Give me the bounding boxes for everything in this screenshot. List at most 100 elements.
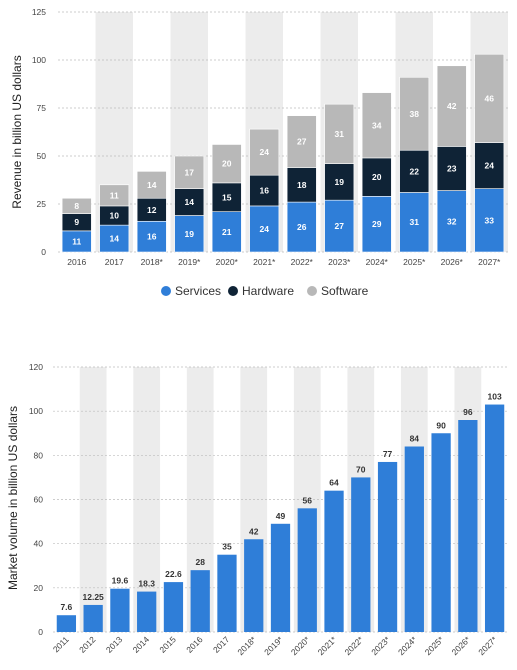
bar [351, 477, 371, 632]
legend-marker-hardware [228, 286, 238, 296]
gridlines [58, 11, 508, 253]
bar [458, 420, 478, 632]
x-tick-label: 2025* [423, 634, 446, 657]
bar [431, 433, 451, 632]
legend-marker-software [307, 286, 317, 296]
bar-segment-hardware [174, 188, 205, 216]
data-label: 35 [222, 542, 232, 552]
data-label: 7.6 [60, 602, 72, 612]
bar-segment-services [436, 190, 467, 253]
data-label: 24 [485, 161, 495, 171]
bar-segment-software [436, 65, 467, 147]
bar [163, 582, 184, 632]
y-axis-ticks: 0 25 50 75 100 125 [32, 7, 46, 257]
x-tick-label: 2027* [478, 257, 501, 267]
bar [484, 404, 505, 632]
data-label: 21 [222, 227, 232, 237]
data-label: 27 [335, 221, 345, 231]
data-label: 10 [110, 211, 120, 221]
data-label: 24 [260, 147, 270, 157]
y-tick-label: 50 [37, 151, 47, 161]
y-tick-label: 0 [41, 247, 46, 257]
data-label: 77 [383, 449, 393, 459]
data-label: 22 [410, 166, 420, 176]
data-label: 12 [147, 205, 157, 215]
data-label: 70 [356, 464, 366, 474]
data-label: 42 [447, 101, 457, 111]
data-label: 15 [222, 192, 232, 202]
legend-label-services: Services [175, 284, 221, 298]
data-label: 33 [485, 215, 495, 225]
y-axis-ticks: 0 20 40 60 80 100 120 [29, 362, 43, 637]
bar-segment-services [211, 211, 242, 253]
data-label: 56 [303, 495, 313, 505]
x-tick-label: 2024* [366, 257, 389, 267]
bars: 11 9 8 14 10 11 16 12 14 19 14 17 21 15 20 24 16 24 26 18 27… [61, 53, 505, 253]
bar-segment-services [286, 201, 317, 253]
x-tick-label: 2011 [51, 634, 71, 654]
data-label: 31 [410, 217, 420, 227]
legend: Services Hardware Software [161, 284, 369, 298]
x-tick-label: 2021* [253, 257, 276, 267]
x-tick-label: 2014 [131, 634, 152, 655]
data-label: 46 [485, 93, 495, 103]
bar [404, 446, 424, 632]
y-axis-title: Market volume in billion US dollars [6, 406, 20, 590]
x-axis-ticks: 2016 2017 2018* 2019* 2020* 2021* 2022* 2023* 20… [67, 257, 501, 267]
x-tick-label: 2024* [396, 634, 419, 657]
x-tick-label: 2016 [67, 257, 86, 267]
data-label: 103 [488, 392, 502, 402]
data-label: 31 [335, 129, 345, 139]
bar-segment-software [474, 53, 505, 143]
data-label: 29 [372, 219, 382, 229]
bar [324, 490, 344, 632]
y-axis-title: Revenue in billion US dollars [10, 55, 24, 208]
bar-segment-software [136, 171, 167, 199]
bar-segment-hardware [249, 174, 280, 207]
x-tick-label: 2017 [211, 634, 232, 655]
y-tick-label: 40 [34, 539, 44, 549]
x-tick-label: 2026* [441, 257, 464, 267]
data-label: 18.3 [138, 579, 155, 589]
y-tick-label: 80 [34, 450, 44, 460]
value-labels: 7.6 12.25 19.6 18.3 22.6 28 35 42 49 56 64 70 77 84 90… [60, 392, 502, 613]
y-tick-label: 0 [38, 627, 43, 637]
x-tick-label: 2026* [449, 634, 472, 657]
data-label: 14 [185, 197, 195, 207]
data-label: 8 [74, 201, 79, 211]
bar-segment-software [61, 197, 92, 214]
x-tick-label: 2023* [369, 634, 392, 657]
data-label: 19.6 [112, 576, 129, 586]
bar-segment-hardware [399, 149, 430, 193]
data-label: 64 [329, 478, 339, 488]
data-label: 11 [110, 190, 119, 200]
x-tick-label: 2021* [316, 634, 339, 657]
market-volume-bar-chart: 0 20 40 60 80 100 120 7.6 12.25 19.6 18.3 22.6 28 35… [6, 362, 508, 657]
data-label: 14 [110, 234, 120, 244]
x-tick-label: 2012 [77, 634, 98, 655]
bar-segment-software [324, 103, 355, 164]
legend-label-software: Software [321, 284, 369, 298]
x-tick-label: 2022* [291, 257, 314, 267]
bar-segment-software [174, 155, 205, 189]
data-label: 16 [260, 186, 270, 196]
data-label: 49 [276, 511, 286, 521]
x-tick-label: 2027* [476, 634, 499, 657]
x-tick-label: 2013 [104, 634, 125, 655]
bar [270, 523, 291, 632]
bar-segment-software [361, 92, 392, 159]
data-label: 14 [147, 180, 157, 190]
data-label: 28 [195, 557, 205, 567]
bar [217, 554, 237, 632]
bar-segment-hardware [324, 163, 355, 201]
y-tick-label: 20 [34, 583, 44, 593]
x-axis-ticks: 2011 2012 2013 2014 2015 2016 2017 2018* 2019* 20… [51, 634, 500, 657]
data-label: 20 [222, 159, 232, 169]
bar-segment-software [99, 184, 130, 207]
data-label: 34 [372, 120, 382, 130]
x-tick-label: 2016 [184, 634, 205, 655]
bar [110, 588, 130, 632]
y-tick-label: 25 [37, 199, 47, 209]
y-tick-label: 125 [32, 7, 46, 17]
x-tick-label: 2019* [262, 634, 285, 657]
